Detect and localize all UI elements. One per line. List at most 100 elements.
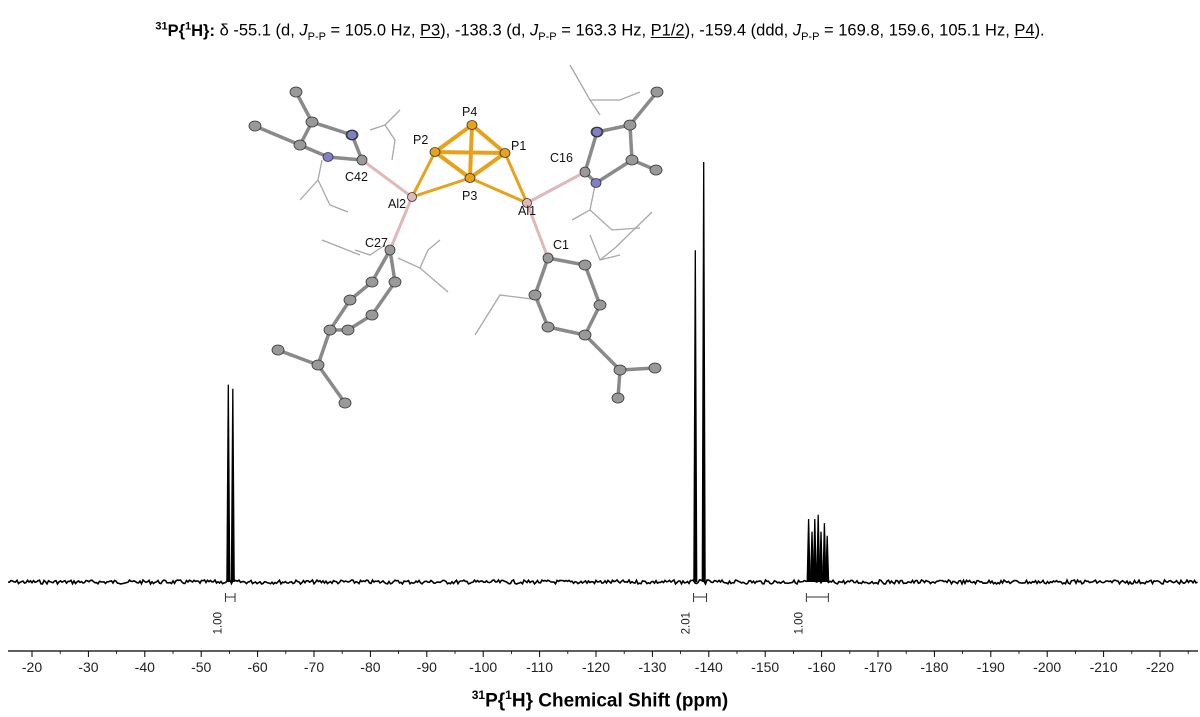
wireframe-substituent bbox=[317, 179, 349, 213]
carbon-atom-c1 bbox=[542, 252, 554, 264]
atom-label-p4: P4 bbox=[462, 105, 477, 119]
bond bbox=[583, 263, 602, 307]
x-tick-label: -90 bbox=[417, 659, 437, 675]
wireframe-substituent bbox=[354, 244, 386, 256]
atom-label-c42: C42 bbox=[345, 170, 368, 184]
x-axis-label: 31P{1H} Chemical Shift (ppm) bbox=[471, 688, 729, 712]
bond bbox=[628, 90, 659, 127]
x-tick-label: -200 bbox=[1033, 659, 1061, 675]
nucleus-label: 31P{1H}: bbox=[155, 20, 215, 40]
x-axis: -20 -30 -40 -50 -60 -70 -80 -90 -100 -110 -120 -130… bbox=[8, 650, 1198, 675]
x-tick-label: -20 bbox=[22, 659, 42, 675]
atom-label-p1: P1 bbox=[511, 139, 526, 153]
bond bbox=[326, 155, 364, 162]
x-tick-label: -190 bbox=[977, 659, 1005, 675]
x-tick-label: -140 bbox=[695, 659, 723, 675]
carbon-atom bbox=[541, 321, 555, 333]
bond bbox=[533, 293, 550, 329]
phosphorus-atom-p3 bbox=[464, 173, 476, 183]
bond bbox=[583, 303, 602, 337]
carbon-atom bbox=[365, 309, 379, 321]
bond bbox=[328, 298, 352, 332]
peak-11 bbox=[825, 535, 830, 583]
bond bbox=[316, 328, 332, 367]
p-al-bond bbox=[410, 176, 472, 199]
carbon-atom bbox=[578, 329, 592, 341]
x-tick-label: -130 bbox=[638, 659, 666, 675]
atom-label-p3: P3 bbox=[462, 189, 477, 203]
wireframe-substituent bbox=[384, 124, 396, 161]
wireframe-substituent bbox=[599, 211, 653, 261]
phosphorus-atom-p4 bbox=[466, 120, 478, 130]
integral-3: 1.00 bbox=[793, 593, 829, 634]
wireframe-substituent bbox=[590, 91, 641, 101]
wireframe-substituent bbox=[369, 109, 401, 131]
wireframe-substituent bbox=[397, 257, 449, 293]
carbon-atom bbox=[648, 362, 662, 374]
integral-value-1: 1.00 bbox=[212, 612, 224, 634]
bond bbox=[276, 348, 320, 367]
wireframe-substituent bbox=[419, 239, 441, 269]
atom-label-c27: C27 bbox=[365, 236, 388, 250]
x-tick-label: -50 bbox=[191, 659, 211, 675]
atom-label-c16: C16 bbox=[550, 151, 573, 165]
integral-1: 1.00 bbox=[212, 593, 236, 634]
nitrogen-atom bbox=[346, 130, 358, 140]
integral-2: 2.01 bbox=[681, 593, 708, 634]
integral-value-2: 2.01 bbox=[681, 612, 693, 634]
carbon-atom bbox=[528, 289, 542, 301]
x-tick-label: -30 bbox=[78, 659, 98, 675]
carbon-atom bbox=[341, 324, 355, 336]
x-tick-label: -220 bbox=[1146, 659, 1174, 675]
carbon-atom bbox=[613, 364, 627, 376]
x-tick-label: -70 bbox=[304, 659, 324, 675]
bond bbox=[583, 333, 622, 372]
bond bbox=[628, 123, 634, 162]
bond bbox=[370, 248, 392, 284]
x-tick-label: -160 bbox=[808, 659, 836, 675]
x-tick-label: -60 bbox=[247, 659, 267, 675]
atom-label-al1: Al1 bbox=[518, 204, 536, 218]
wireframe-substituent bbox=[571, 184, 596, 221]
nitrogen-atom bbox=[590, 178, 602, 188]
al-c-bond bbox=[388, 195, 414, 252]
carbon-atom bbox=[305, 116, 319, 128]
x-tick-label: -110 bbox=[526, 659, 553, 675]
baseline-trace bbox=[7, 578, 1198, 586]
phosphorus-atom-p2 bbox=[429, 147, 441, 157]
peak-5 bbox=[806, 518, 811, 583]
carbon-atom bbox=[625, 154, 639, 166]
bond bbox=[533, 256, 550, 297]
x-tick-label: -40 bbox=[135, 659, 155, 675]
carbon-atom bbox=[271, 344, 285, 356]
p-al-bond bbox=[503, 151, 529, 205]
crystal-structure-diagram: P4 P2 P1 P3 Al2 Al1 C42 C16 C27 C1 bbox=[248, 64, 664, 409]
wireframe-substituent bbox=[569, 64, 601, 116]
wireframe-substituent bbox=[474, 294, 541, 336]
x-tick-label: -120 bbox=[582, 659, 610, 675]
nitrogen-atom bbox=[591, 127, 603, 137]
aluminum-atom-al2 bbox=[407, 192, 417, 202]
p-al-bond bbox=[410, 150, 437, 199]
p-p-bond bbox=[433, 123, 474, 154]
carbon-atom bbox=[388, 276, 402, 288]
aluminum-atom-al1 bbox=[522, 198, 532, 208]
al-c-bond bbox=[360, 158, 414, 199]
p-p-bond bbox=[433, 150, 472, 180]
carbon-atom bbox=[365, 276, 379, 288]
p-p-bond bbox=[470, 123, 507, 155]
carbon-atom bbox=[623, 119, 637, 131]
peak-4 bbox=[701, 161, 706, 583]
peak-2 bbox=[230, 388, 235, 583]
carbon-atom bbox=[593, 299, 607, 311]
x-tick-label: -170 bbox=[864, 659, 892, 675]
x-tick-label: -210 bbox=[1090, 659, 1118, 675]
carbon-atom bbox=[338, 397, 352, 409]
carbon-atom-c16 bbox=[579, 166, 591, 178]
bond bbox=[253, 124, 302, 147]
phosphorus-atom-p1 bbox=[499, 148, 511, 158]
p-al-bond bbox=[468, 176, 529, 205]
carbon-atom-c42 bbox=[356, 154, 368, 166]
carbon-atom bbox=[289, 86, 303, 98]
